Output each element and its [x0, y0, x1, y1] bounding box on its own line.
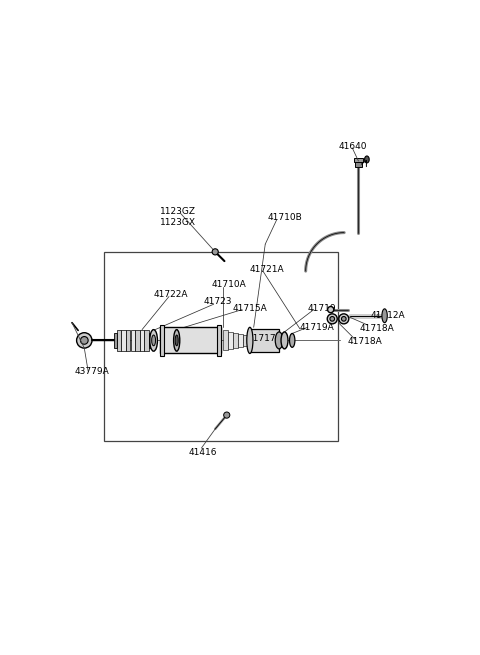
Bar	[355, 162, 361, 167]
Text: 1123GZ: 1123GZ	[160, 208, 196, 216]
Ellipse shape	[281, 332, 288, 349]
Ellipse shape	[247, 328, 253, 354]
Bar	[233, 333, 238, 348]
Text: 41715A: 41715A	[232, 303, 267, 312]
Ellipse shape	[152, 335, 156, 346]
Bar	[114, 333, 118, 348]
Text: 41416: 41416	[188, 447, 217, 457]
Text: 41710B: 41710B	[267, 213, 302, 221]
Text: 41721A: 41721A	[250, 265, 285, 274]
Text: 41719A: 41719A	[300, 323, 335, 332]
Text: 1123GX: 1123GX	[160, 218, 196, 227]
Bar	[117, 329, 121, 351]
Ellipse shape	[150, 329, 157, 351]
Text: 43779A: 43779A	[75, 367, 110, 376]
Ellipse shape	[174, 329, 180, 351]
Ellipse shape	[365, 156, 369, 163]
Bar	[160, 325, 164, 356]
Bar	[149, 333, 151, 348]
Bar	[126, 329, 131, 351]
Ellipse shape	[341, 316, 346, 321]
Text: 41710A: 41710A	[211, 280, 246, 290]
Bar	[354, 158, 363, 162]
Ellipse shape	[275, 332, 283, 349]
Bar	[121, 329, 126, 351]
Text: 41718A: 41718A	[360, 324, 395, 333]
Ellipse shape	[328, 307, 334, 312]
Circle shape	[81, 337, 88, 345]
Ellipse shape	[382, 309, 387, 323]
Text: 41717A: 41717A	[248, 333, 282, 343]
Circle shape	[212, 249, 218, 255]
Bar	[104, 252, 338, 441]
Text: 41718A: 41718A	[348, 337, 383, 346]
Bar	[250, 329, 279, 352]
Ellipse shape	[289, 333, 295, 347]
Ellipse shape	[175, 335, 178, 346]
Bar	[144, 329, 149, 351]
Text: 41712A: 41712A	[371, 311, 406, 320]
Circle shape	[224, 412, 230, 418]
Bar	[135, 329, 140, 351]
Text: 41640: 41640	[338, 142, 367, 151]
Bar	[223, 330, 228, 350]
Bar	[242, 335, 248, 346]
Bar	[131, 329, 135, 351]
Text: 41719: 41719	[308, 303, 336, 312]
Text: 41722A: 41722A	[154, 290, 188, 299]
Ellipse shape	[339, 314, 349, 324]
Bar	[140, 329, 144, 351]
Circle shape	[77, 333, 92, 348]
Bar	[228, 331, 233, 349]
Bar	[238, 334, 242, 347]
Text: 41723: 41723	[204, 297, 232, 307]
Ellipse shape	[327, 314, 337, 324]
Bar	[160, 328, 221, 354]
Bar	[217, 325, 221, 356]
Ellipse shape	[330, 316, 335, 321]
